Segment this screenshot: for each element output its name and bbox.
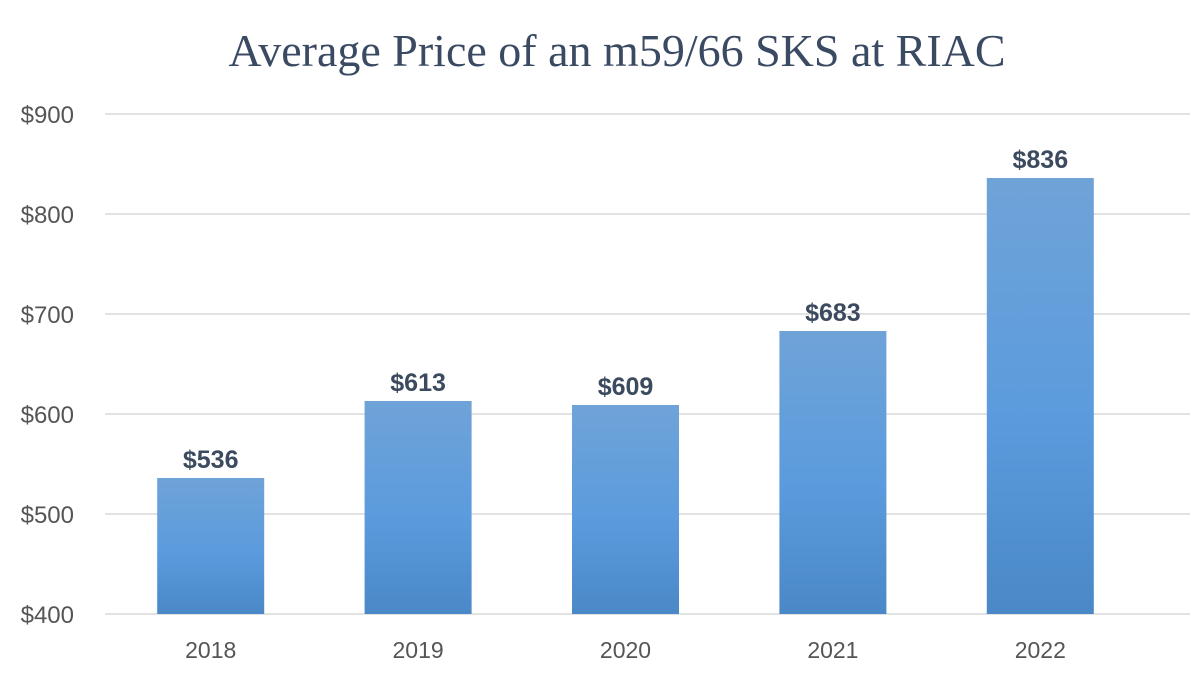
- data-label-2019: $613: [390, 369, 446, 397]
- bar-2020: [572, 405, 679, 614]
- data-label-2021: $683: [805, 299, 861, 327]
- chart-title: Average Price of an m59/66 SKS at RIAC: [228, 25, 1005, 76]
- bars: [157, 178, 1094, 614]
- data-label-2022: $836: [1012, 146, 1068, 174]
- data-label-2018: $536: [183, 446, 239, 474]
- y-tick-label: $400: [21, 602, 74, 629]
- y-tick-label: $800: [21, 202, 74, 229]
- bar-2021: [779, 331, 887, 614]
- y-tick-label: $500: [21, 502, 74, 529]
- y-tick-label: $600: [21, 402, 74, 429]
- x-tick-label: 2022: [1015, 637, 1066, 663]
- bar-2018: [157, 478, 265, 614]
- x-tick-label: 2019: [393, 637, 444, 663]
- x-tick-label: 2020: [600, 637, 651, 663]
- x-axis-ticks: 2018 2019 2020 2021 2022: [185, 637, 1066, 663]
- y-axis-ticks: $400 $500 $600 $700 $800 $900: [21, 102, 74, 629]
- data-labels: $536 $613 $609 $683 $836: [183, 146, 1068, 474]
- x-tick-label: 2021: [807, 637, 858, 663]
- y-tick-label: $900: [21, 102, 74, 129]
- x-tick-label: 2018: [185, 637, 236, 663]
- bar-2019: [364, 401, 472, 614]
- y-tick-label: $700: [21, 302, 74, 329]
- bar-2022: [986, 178, 1094, 614]
- data-label-2020: $609: [598, 373, 654, 401]
